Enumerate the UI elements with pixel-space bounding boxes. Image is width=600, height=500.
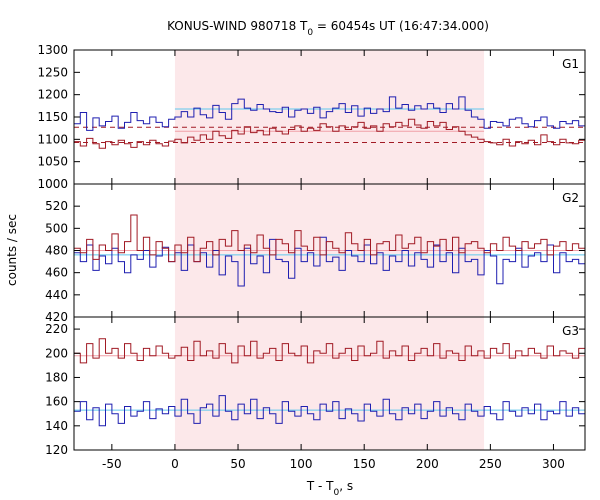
- x-tick-label: -50: [102, 457, 122, 471]
- x-tick-label: 300: [542, 457, 565, 471]
- y-tick-label: 1200: [37, 88, 68, 102]
- series-red-line: [74, 118, 585, 149]
- panels-group: 1000105011001150120012501300G14204404604…: [37, 43, 586, 471]
- series-blue-line: [74, 236, 585, 287]
- y-tick-label: 1100: [37, 132, 68, 146]
- x-tick-label: 200: [416, 457, 439, 471]
- series-blue-line: [74, 395, 585, 427]
- x-axis-label: T - T0, s: [306, 479, 353, 498]
- panel-label: G3: [562, 324, 579, 338]
- y-tick-label: 480: [45, 244, 68, 258]
- y-tick-label: 120: [45, 443, 68, 457]
- panel-g2: 420 440 460 480 500 520 G2: [45, 183, 586, 324]
- figure-title: KONUS-WIND 980718 T0 = 60454s UT (16:47:…: [167, 19, 489, 38]
- x-tick-label: 150: [353, 457, 376, 471]
- y-tick-label: 460: [45, 266, 68, 280]
- y-tick-label: 180: [45, 370, 68, 384]
- panel-label: G2: [562, 191, 579, 205]
- series-blue-line: [74, 96, 585, 131]
- x-tick-label: 0: [171, 457, 179, 471]
- series-red-line: [74, 214, 585, 263]
- y-tick-label: 220: [45, 322, 68, 336]
- panel-frame: [73, 316, 586, 451]
- y-tick-label: 1150: [37, 110, 68, 124]
- y-axis-label: counts / sec: [5, 214, 19, 286]
- y-tick-label: 520: [45, 199, 68, 213]
- y-tick-label: 200: [45, 346, 68, 360]
- y-tick-label: 1300: [37, 43, 68, 57]
- y-tick-label: 500: [45, 221, 68, 235]
- y-tick-label: 160: [45, 395, 68, 409]
- x-tick-label: 100: [290, 457, 313, 471]
- y-tick-label: 1250: [37, 65, 68, 79]
- panel-g3: 120 140 160 180 200 220 -50 0 50 100 150 200 250 300 G…: [45, 316, 586, 471]
- series-red-line: [74, 338, 585, 364]
- panel-g1: 1000 1050 1100 1150 1200 1250 1300 G1: [37, 43, 586, 191]
- highlight-interval: [174, 50, 485, 184]
- y-tick-label: 140: [45, 419, 68, 433]
- highlight-interval: [174, 317, 485, 450]
- x-tick-label: 50: [230, 457, 245, 471]
- y-tick-label: 1000: [37, 177, 68, 191]
- y-tick-label: 420: [45, 310, 68, 324]
- x-tick-label: 250: [479, 457, 502, 471]
- y-tick-label: 1050: [37, 155, 68, 169]
- y-tick-label: 440: [45, 288, 68, 302]
- panel-label: G1: [562, 57, 579, 71]
